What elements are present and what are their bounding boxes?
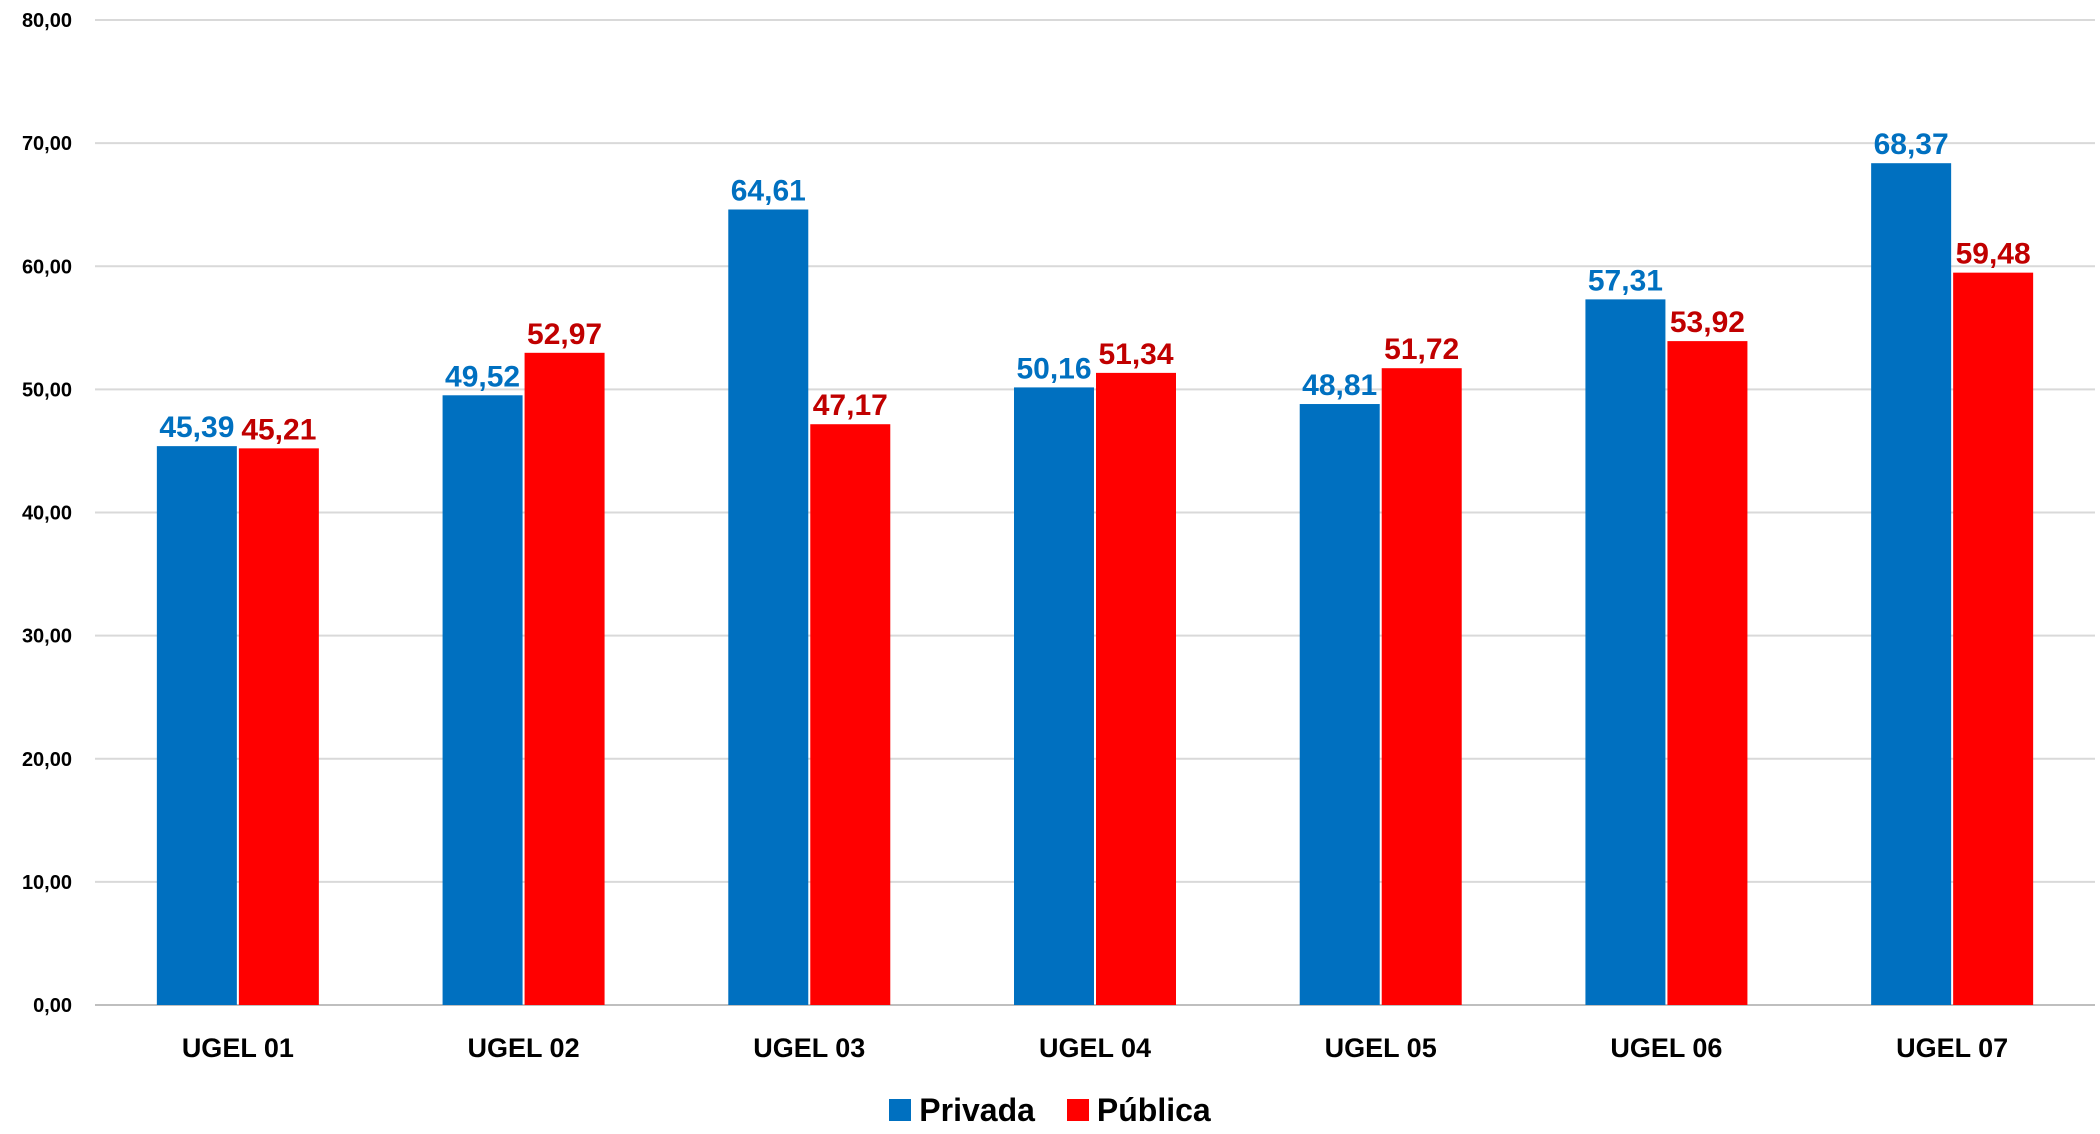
bar: [156, 446, 237, 1005]
bar: [524, 352, 605, 1005]
y-tick-label: 60,00: [22, 256, 72, 278]
bar: [1871, 163, 1952, 1005]
x-tick-label: UGEL 05: [1325, 1033, 1437, 1063]
y-tick-label: 80,00: [22, 10, 72, 32]
data-label: 52,97: [527, 318, 602, 351]
x-tick-label: UGEL 02: [468, 1033, 580, 1063]
data-label: 49,52: [445, 360, 520, 393]
bar: [442, 395, 523, 1005]
data-label: 59,48: [1956, 238, 2031, 271]
legend-label-publica: Pública: [1096, 1091, 1211, 1128]
legend-item-privada: Privada: [889, 1092, 1035, 1129]
x-tick-label: UGEL 01: [182, 1033, 294, 1063]
bar: [1585, 299, 1666, 1006]
legend-swatch-privada: [889, 1099, 912, 1121]
x-tick-label: UGEL 06: [1610, 1033, 1722, 1063]
y-tick-label: 50,00: [22, 379, 72, 401]
x-tick-label: UGEL 03: [753, 1033, 865, 1063]
bar: [1381, 368, 1462, 1005]
data-label: 57,31: [1588, 264, 1663, 297]
y-tick-label: 40,00: [22, 503, 72, 525]
data-label: 45,39: [159, 411, 234, 444]
data-label: 64,61: [731, 174, 806, 207]
bar: [810, 424, 891, 1005]
bar: [238, 448, 319, 1005]
x-tick-label: UGEL 07: [1896, 1033, 2008, 1063]
data-label: 68,37: [1874, 128, 1949, 161]
y-tick-label: 30,00: [22, 626, 72, 648]
bar: [1667, 341, 1748, 1005]
data-label: 45,21: [241, 413, 316, 446]
legend-swatch-publica: [1066, 1099, 1089, 1121]
data-label: 47,17: [813, 389, 888, 422]
data-label: 51,34: [1098, 338, 1173, 371]
y-tick-label: 70,00: [22, 133, 72, 155]
legend-item-publica: Pública: [1066, 1091, 1211, 1129]
legend: Privada Pública: [0, 1090, 2100, 1130]
bar: [1299, 404, 1380, 1006]
data-label: 53,92: [1670, 306, 1745, 339]
data-label: 51,72: [1384, 333, 1459, 366]
legend-label-privada: Privada: [919, 1091, 1035, 1128]
data-label: 50,16: [1016, 352, 1091, 385]
bar: [1014, 387, 1094, 1005]
data-label: 48,81: [1302, 369, 1377, 402]
bar: [1953, 272, 2034, 1006]
y-tick-label: 20,00: [22, 749, 72, 771]
y-tick-label: 10,00: [22, 872, 72, 894]
x-tick-label: UGEL 04: [1039, 1033, 1151, 1063]
bar: [728, 209, 809, 1005]
y-tick-label: 0,00: [33, 995, 72, 1017]
bar: [1096, 372, 1176, 1006]
